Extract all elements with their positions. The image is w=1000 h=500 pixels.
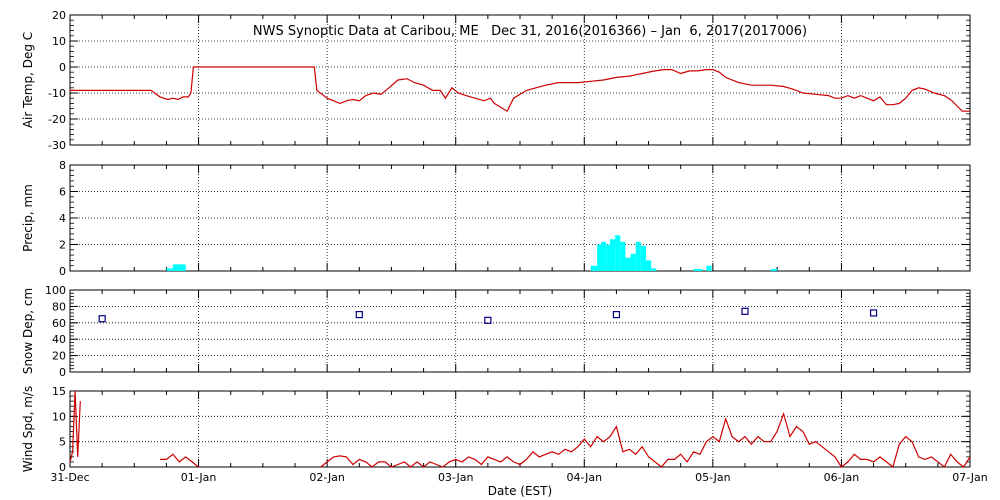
air-temp-ytick-label: -30	[48, 139, 66, 152]
snow-depth-ylabel: Snow Dep, cm	[21, 288, 35, 374]
precip-bar	[606, 244, 610, 271]
snow-depth-frame	[69, 289, 971, 373]
air-temp-series-line	[70, 66, 970, 113]
x-axis-label: Date (EST)	[488, 484, 552, 498]
precip-ytick-label: 4	[59, 212, 66, 225]
x-tick-label: 01-Jan	[181, 471, 217, 484]
precip-bar	[590, 265, 598, 271]
air-temp-ytick-label: 0	[59, 61, 66, 74]
precip-bar	[706, 265, 712, 271]
precip-bar	[693, 269, 703, 271]
precip-bar	[615, 235, 621, 271]
wind-speed-ytick-label: 15	[52, 385, 66, 398]
precip-bar	[620, 241, 626, 271]
snow-depth-ytick-label: 20	[52, 350, 66, 363]
snow-depth-ytick-label: 80	[52, 300, 66, 313]
precip-bar	[625, 257, 631, 271]
snow-depth-point	[612, 311, 621, 319]
precip-bar	[597, 244, 601, 271]
wind-speed-panel: 0 5 10 15 Wind Spd, m/s	[21, 385, 971, 474]
precip-ylabel: Precip, mm	[21, 184, 35, 252]
snow-depth-ytick-label: 40	[52, 333, 66, 346]
precip-ytick-label: 6	[59, 186, 66, 199]
x-tick-label: 02-Jan	[309, 471, 345, 484]
air-temp-ytick-label: 10	[52, 35, 66, 48]
wind-speed-series-line	[320, 411, 971, 469]
snow-depth-point	[355, 311, 363, 319]
precip-bar	[610, 239, 616, 271]
snow-depth-point	[484, 316, 492, 324]
snow-depth-panel: 0 20 40 60 80 100 Snow Dep, cm	[21, 284, 971, 379]
precip-ytick-label: 8	[59, 159, 66, 172]
wind-speed-ytick-label: 10	[52, 410, 66, 423]
snow-depth-point	[869, 309, 878, 317]
air-temp-ytick-label: 20	[52, 9, 66, 22]
air-temp-ytick-label: -10	[48, 87, 66, 100]
air-temp-ytick-label: -20	[48, 113, 66, 126]
wind-speed-frame	[69, 390, 971, 468]
precip-bar	[651, 268, 657, 271]
precip-bar	[630, 253, 636, 271]
panels-group: -30 -20 -10 0 10 20 Air Temp, Deg C 0 2 4 6 8 Precip…	[21, 9, 988, 484]
x-tick-label: 06-Jan	[824, 471, 860, 484]
x-tick-label: 05-Jan	[695, 471, 731, 484]
x-tick-label: 07-Jan	[952, 471, 988, 484]
snow-depth-point	[741, 307, 749, 315]
precip-bar	[770, 269, 778, 271]
x-tick-label: 04-Jan	[567, 471, 603, 484]
precip-panel: 0 2 4 6 8 Precip, mm	[21, 159, 971, 278]
wind-speed-ylabel: Wind Spd, m/s	[21, 386, 35, 472]
wind-speed-series-line	[69, 390, 81, 463]
snow-depth-point	[98, 315, 106, 323]
snow-depth-ytick-label: 100	[45, 284, 66, 297]
precip-bar	[635, 241, 641, 271]
air-temp-ylabel: Air Temp, Deg C	[21, 32, 35, 128]
precip-bar	[601, 241, 607, 271]
precip-ytick-label: 2	[59, 239, 66, 252]
x-tick-label: 31-Dec	[50, 471, 89, 484]
wind-speed-ytick-label: 0	[59, 461, 66, 474]
precip-bar	[646, 260, 652, 271]
chart-title: NWS Synoptic Data at Caribou, ME Dec 31,…	[253, 24, 807, 39]
precip-bar	[172, 264, 186, 271]
precip-bar	[640, 245, 646, 271]
wind-speed-ytick-label: 5	[59, 436, 66, 449]
precip-bar	[166, 268, 173, 271]
wind-speed-series-line	[160, 453, 199, 468]
air-temp-panel: -30 -20 -10 0 10 20 Air Temp, Deg C	[21, 9, 971, 152]
precip-ytick-label: 0	[59, 265, 66, 278]
snow-depth-ytick-label: 0	[59, 366, 66, 379]
snow-depth-ytick-label: 60	[52, 317, 66, 330]
x-tick-label: 03-Jan	[438, 471, 474, 484]
